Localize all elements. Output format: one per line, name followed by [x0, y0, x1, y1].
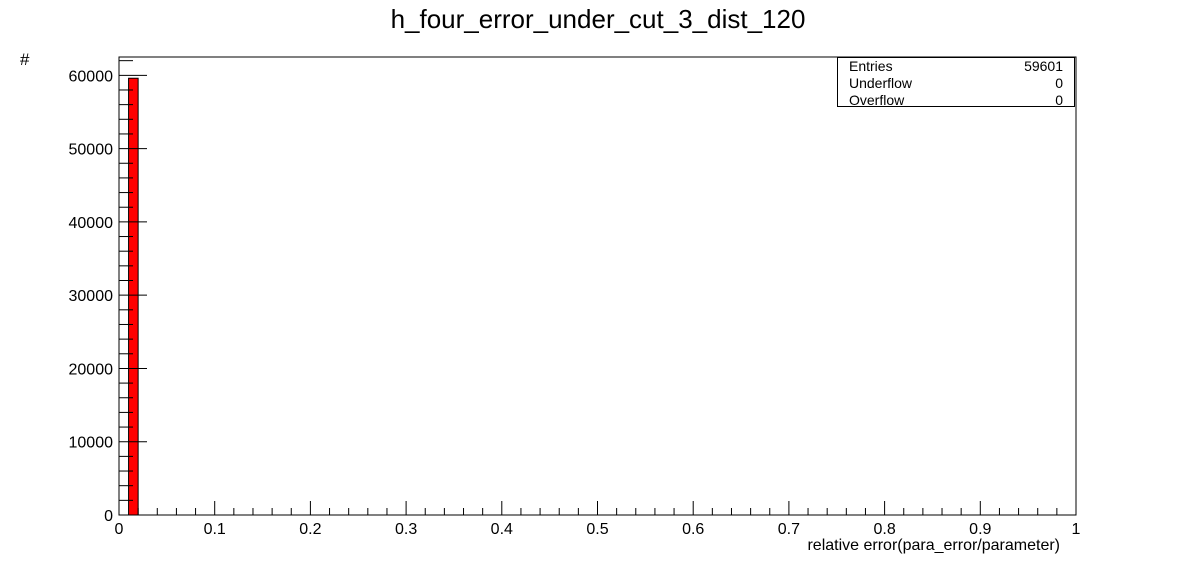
stats-row-overflow: Overflow 0	[838, 92, 1074, 109]
histogram-bar	[128, 77, 139, 516]
x-tick-label: 0	[115, 521, 124, 538]
x-tick-label: 0.1	[204, 521, 226, 538]
y-tick-label: 0	[104, 508, 113, 525]
stats-underflow-value: 0	[1055, 75, 1063, 91]
stats-row-entries: Entries 59601	[838, 58, 1074, 75]
y-tick-label: 50000	[69, 142, 114, 159]
chart-title: h_four_error_under_cut_3_dist_120	[390, 4, 806, 34]
stats-row-underflow: Underflow 0	[838, 75, 1074, 92]
y-axis-title: #	[20, 50, 30, 69]
stats-overflow-value: 0	[1055, 92, 1063, 108]
x-tick-label: 0.5	[586, 521, 608, 538]
x-tick-label: 0.3	[395, 521, 417, 538]
x-tick-label: 0.7	[778, 521, 800, 538]
x-axis-title: relative error(para_error/parameter)	[807, 537, 1060, 554]
x-tick-label: 0.6	[682, 521, 704, 538]
x-tick-label: 0.8	[873, 521, 895, 538]
stats-entries-value: 59601	[1024, 58, 1063, 74]
x-tick-label: 0.2	[299, 521, 321, 538]
x-tick-label: 0.4	[491, 521, 513, 538]
y-tick-label: 30000	[69, 288, 114, 305]
stats-underflow-label: Underflow	[849, 75, 913, 91]
stats-overflow-label: Overflow	[849, 92, 905, 108]
y-tick-label: 40000	[69, 215, 114, 232]
y-tick-label: 20000	[69, 361, 114, 378]
y-tick-label: 60000	[69, 68, 114, 85]
stats-box: Entries 59601 Underflow 0 Overflow 0	[837, 57, 1075, 109]
x-tick-label: 0.9	[969, 521, 991, 538]
stats-entries-label: Entries	[849, 58, 893, 74]
plot-frame	[118, 56, 1077, 516]
x-tick-label: 1	[1072, 521, 1081, 538]
y-tick-label: 10000	[69, 435, 114, 452]
